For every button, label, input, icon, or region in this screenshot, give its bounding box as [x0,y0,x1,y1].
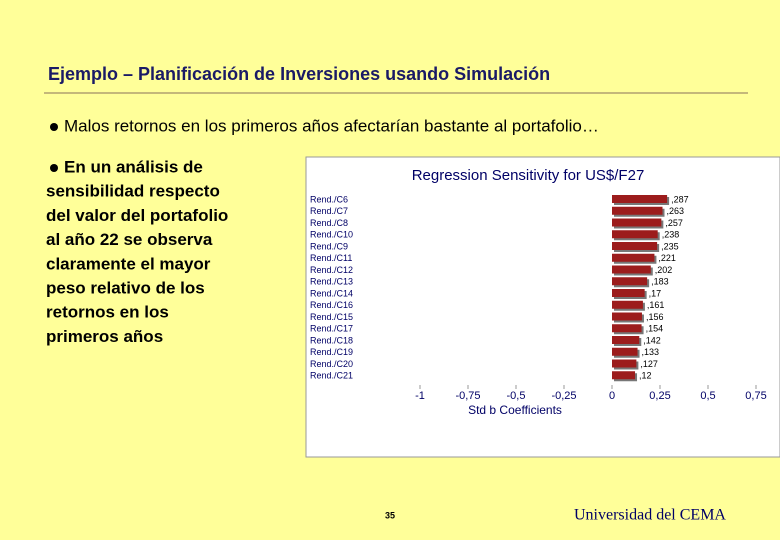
category-label: Rend./C17 [310,324,353,334]
chart-title: Regression Sensitivity for US$/F27 [412,167,645,184]
x-tick-label: 0,25 [649,390,670,402]
bullet-dot [50,164,58,172]
value-label: ,142 [643,335,661,345]
x-tick-label: -0,75 [455,390,480,402]
x-tick-label: 0,75 [745,390,766,402]
bar [612,242,658,250]
bar [612,253,655,262]
bullet-dot [50,123,58,131]
category-label: Rend./C19 [310,347,353,357]
bar [612,347,638,356]
bar [612,289,645,297]
bar [612,359,637,368]
bullet-text: retornos en los [46,303,169,322]
category-label: Rend./C10 [310,230,353,240]
bar [612,300,643,309]
bullet-text: al año 22 se observa [46,230,213,249]
value-label: ,183 [651,277,669,287]
bar [612,371,636,380]
category-label: Rend./C21 [310,371,353,381]
bullet-text: sensibilidad respecto [46,182,220,201]
category-label: Rend./C12 [310,265,353,275]
bar [612,277,648,286]
category-label: Rend./C8 [310,218,348,228]
value-label: ,287 [671,194,689,204]
bullet-text: En un análisis de [64,157,203,176]
footer-org: Universidad del CEMA [574,507,726,524]
value-label: ,161 [647,300,665,310]
x-tick-label: -1 [415,390,425,402]
value-label: ,156 [646,312,664,322]
value-label: ,257 [665,218,683,228]
category-label: Rend./C20 [310,359,353,369]
value-label: ,12 [639,371,652,381]
bar [612,195,668,203]
category-label: Rend./C16 [310,300,353,310]
value-label: ,221 [658,253,676,263]
bullet-text: claramente el mayor [46,254,211,273]
page-number: 35 [385,510,395,520]
x-tick-label: 0 [609,390,615,402]
category-label: Rend./C13 [310,277,353,287]
slide-title: Ejemplo – Planificación de Inversiones u… [48,64,550,84]
value-label: ,238 [662,230,680,240]
x-axis-label: Std b Coefficients [468,403,562,417]
bar [612,312,642,321]
bar [612,324,642,333]
category-label: Rend./C18 [310,335,353,345]
category-label: Rend./C9 [310,241,348,251]
bullet-text: del valor del portafolio [46,206,228,225]
value-label: ,202 [655,265,673,275]
x-tick-label: -0,25 [551,390,576,402]
bar [612,336,640,344]
value-label: ,17 [649,288,662,298]
x-tick-label: -0,5 [507,390,526,402]
bar [612,218,662,227]
category-label: Rend./C11 [310,253,352,263]
category-label: Rend./C14 [310,288,353,298]
bullet-text: primeros años [46,327,163,346]
value-label: ,133 [642,347,660,357]
value-label: ,127 [640,359,658,369]
value-label: ,235 [661,241,679,251]
bar [612,230,658,239]
x-tick-label: 0,5 [700,390,715,402]
bar [612,206,663,215]
bullet-text: peso relativo de los [46,278,205,297]
category-label: Rend./C7 [310,206,348,216]
category-label: Rend./C15 [310,312,353,322]
value-label: ,263 [666,206,684,216]
bullet-text: Malos retornos en los primeros años afec… [64,116,599,135]
bar [612,265,651,274]
value-label: ,154 [646,324,664,334]
chart-box [305,156,780,458]
category-label: Rend./C6 [310,194,348,204]
